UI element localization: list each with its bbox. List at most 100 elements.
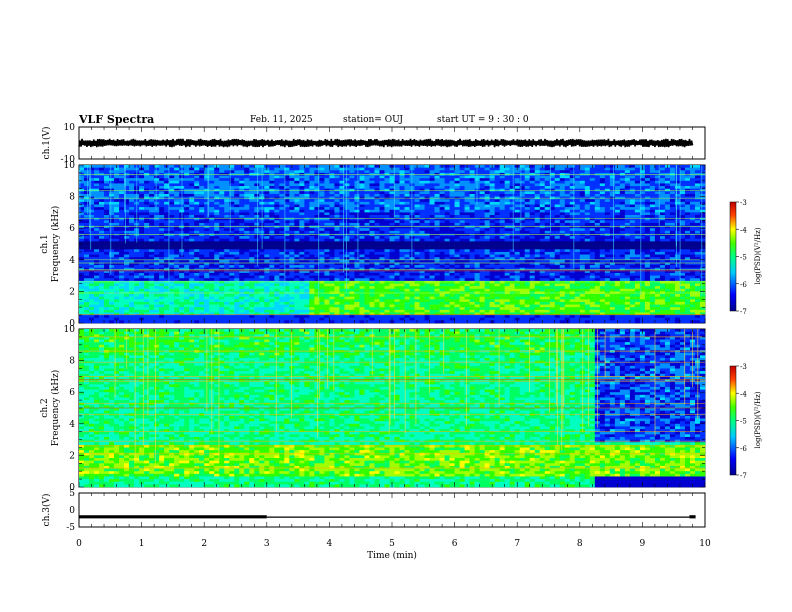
spectrogram-cell: [84, 236, 90, 240]
spectrogram-cell: [149, 278, 155, 282]
spectrogram-cell: [279, 191, 285, 195]
spectrogram-cell: [84, 175, 90, 179]
spectrogram-cell: [229, 275, 235, 279]
spectrogram-cell: [314, 259, 320, 263]
spectrogram-cell: [279, 320, 285, 324]
spectrogram-cell: [404, 278, 410, 282]
spectrogram-cell: [104, 294, 110, 297]
spectrogram-cell: [484, 283, 490, 287]
spectrogram-cell: [209, 320, 215, 324]
spectrogram-cell: [109, 167, 115, 171]
spectrogram-cell: [164, 278, 170, 282]
spectrogram-cell: [234, 201, 240, 205]
spectrogram-cell: [309, 209, 315, 213]
spectrogram-cell: [484, 320, 490, 324]
spectrogram-cell: [424, 270, 430, 274]
spectrogram-cell: [369, 165, 375, 168]
spectrogram-cell: [429, 251, 435, 255]
spectrogram-cell: [344, 209, 350, 213]
spectrogram-cell: [449, 283, 455, 287]
spectrogram-cell: [454, 178, 460, 182]
spectrogram-cell: [434, 225, 440, 229]
spectrogram-cell: [374, 228, 380, 232]
spectrogram-cell: [404, 215, 410, 218]
spectrogram-cell: [394, 283, 400, 287]
spectrogram-cell: [174, 299, 180, 303]
spectrogram-cell: [269, 209, 275, 213]
spectrogram-cell: [449, 228, 455, 232]
spectrogram-cell: [324, 228, 330, 232]
spectrogram-cell: [99, 199, 105, 203]
spectrogram-cell: [139, 201, 145, 205]
spectrogram-cell: [179, 259, 185, 263]
spectrogram-cell: [219, 272, 225, 276]
spectrogram-cell: [84, 207, 90, 211]
spectrogram-cell: [464, 265, 470, 268]
spectrogram-cell: [319, 254, 325, 258]
spectrogram-cell: [129, 296, 135, 300]
spectrogram-cell: [134, 299, 140, 303]
spectrogram-cell: [169, 278, 175, 282]
spectrogram-cell: [454, 241, 460, 245]
spectrogram-cell: [274, 259, 280, 263]
spectrogram-cell: [474, 244, 480, 247]
spectrogram-cell: [459, 280, 465, 284]
spectrogram-cell: [449, 167, 455, 171]
spectrogram-cell: [249, 241, 255, 245]
spectrogram-cell: [279, 254, 285, 258]
spectrogram-cell: [269, 236, 275, 240]
spectrogram-cell: [239, 280, 245, 284]
spectrogram-cell: [304, 199, 310, 203]
spectrogram-cell: [484, 222, 490, 226]
spectrogram-cell: [404, 280, 410, 284]
spectrogram-cell: [289, 230, 295, 234]
spectrogram-cell: [89, 299, 95, 303]
spectrogram-cell: [239, 275, 245, 279]
spectrogram-cell: [274, 217, 280, 221]
spectrogram-cell: [344, 165, 350, 168]
spectrogram-cell: [89, 249, 95, 253]
spectrogram-cell: [249, 262, 255, 266]
spectrogram-cell: [104, 165, 110, 168]
spectrogram-cell: [449, 241, 455, 245]
spectrogram-cell: [84, 199, 90, 203]
spectrogram-cell: [179, 301, 185, 305]
spectrogram-cell: [364, 249, 370, 253]
spectrogram-cell: [444, 315, 450, 319]
spectrogram-cell: [379, 301, 385, 305]
spectrogram-cell: [469, 222, 475, 226]
spectrogram-cell: [84, 191, 90, 195]
spectrogram-cell: [254, 254, 260, 258]
spectrogram-cell: [349, 280, 355, 284]
spectrogram-cell: [289, 317, 295, 321]
spectrogram-cell: [319, 165, 325, 168]
spectrogram-cell: [144, 204, 150, 208]
spectrogram-cell: [329, 312, 335, 316]
spectrogram-cell: [274, 238, 280, 242]
spectrogram-cell: [309, 294, 315, 297]
spectrogram-cell: [459, 272, 465, 276]
spectrogram-cell: [254, 220, 260, 224]
spectrogram-cell: [349, 170, 355, 174]
spectrogram-cell: [189, 215, 195, 218]
spectrogram-cell: [274, 167, 280, 171]
spectrogram-cell: [289, 170, 295, 174]
spectrogram-cell: [484, 204, 490, 208]
spectrogram-cell: [309, 199, 315, 203]
spectrogram-cell: [199, 309, 205, 313]
spectrogram-cell: [424, 309, 430, 313]
spectrogram-cell: [394, 288, 400, 292]
spectrogram-cell: [89, 265, 95, 268]
spectrogram-cell: [324, 270, 330, 274]
spectrogram-cell: [399, 249, 405, 253]
spectrogram-cell: [289, 244, 295, 247]
spectrogram-cell: [369, 288, 375, 292]
spectrogram-cell: [169, 265, 175, 268]
spectrogram-cell: [484, 309, 490, 313]
spectrogram-cell: [94, 320, 100, 324]
spectrogram-cell: [469, 257, 475, 261]
spectrogram-cell: [364, 254, 370, 258]
spectrogram-cell: [154, 238, 160, 242]
spectrogram-cell: [124, 167, 130, 171]
spectrogram-cell: [244, 259, 250, 263]
